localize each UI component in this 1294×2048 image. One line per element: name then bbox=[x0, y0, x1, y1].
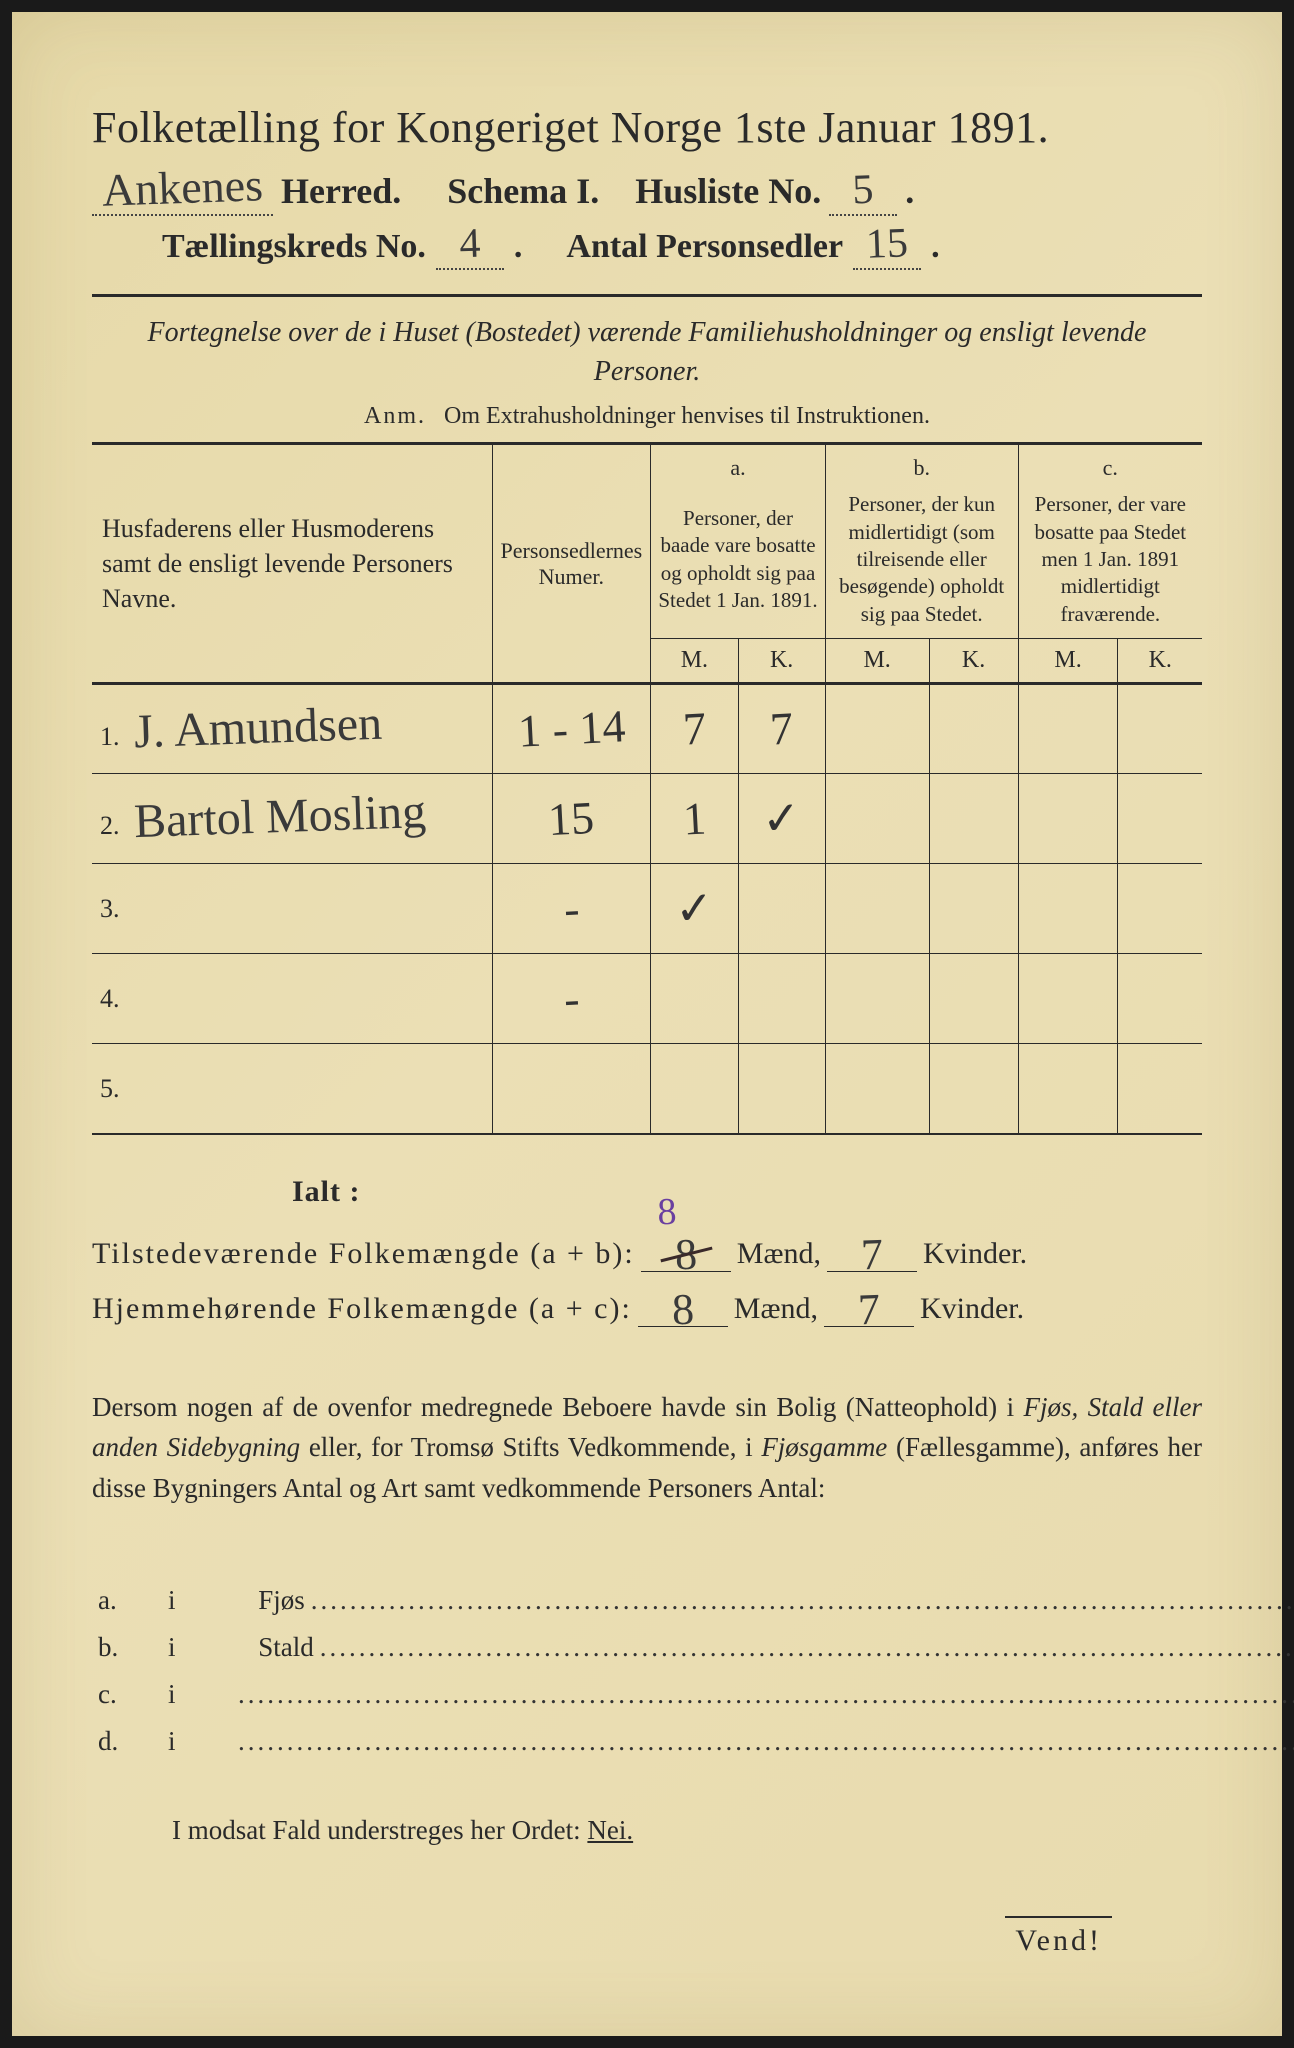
col-num-header: Personsedlernes Numer. bbox=[492, 444, 651, 683]
nei-line: I modsat Fald understreges her Ordet: Ne… bbox=[92, 1815, 1202, 1846]
buildings-paragraph: Dersom nogen af de ovenfor medregnede Be… bbox=[92, 1387, 1202, 1509]
household-table: Husfaderens eller Husmoderens samt de en… bbox=[92, 442, 1202, 1133]
turn-over-footer: Vend! bbox=[92, 1916, 1202, 1958]
building-row: d.i bbox=[92, 1718, 1294, 1765]
present-population-line: Tilstedeværende Folkemængde (a + b): 8 8… bbox=[92, 1229, 1202, 1272]
form-subtitle: Fortegnelse over de i Huset (Bostedet) v… bbox=[92, 313, 1202, 391]
header-line-3: Tællingskreds No. 4 . Antal Personsedler… bbox=[92, 226, 1202, 270]
table-header-abc: Husfaderens eller Husmoderens samt de en… bbox=[92, 444, 1202, 486]
personsedler-value: 15 bbox=[856, 225, 917, 265]
col-c-label: c. bbox=[1018, 444, 1202, 486]
col-b-label: b. bbox=[825, 444, 1018, 486]
rule bbox=[92, 1133, 1202, 1135]
husliste-value: 5 bbox=[833, 171, 894, 211]
col-a-text: Personer, der baade vare bosatte og opho… bbox=[651, 485, 826, 638]
census-form-page: Folketælling for Kongeriget Norge 1ste J… bbox=[12, 12, 1282, 2036]
kreds-value: 4 bbox=[439, 225, 500, 265]
col-b-text: Personer, der kun midlertidigt (som tilr… bbox=[825, 485, 1018, 638]
building-row: b.i Stald bbox=[92, 1624, 1294, 1671]
buildings-header: Mænd. Kvinder. bbox=[92, 1530, 1294, 1577]
table-row: 5. bbox=[92, 1043, 1202, 1133]
building-row: a.i Fjøs bbox=[92, 1577, 1294, 1624]
present-m-slot: 8 8 bbox=[641, 1229, 731, 1272]
herred-value: Ankenes bbox=[95, 164, 269, 211]
col-name-header: Husfaderens eller Husmoderens samt de en… bbox=[92, 444, 492, 683]
husliste-label: Husliste No. bbox=[635, 170, 821, 212]
anm-note: Anm. Om Extrahusholdninger henvises til … bbox=[92, 403, 1202, 430]
table-row: 3. - ✓ bbox=[92, 863, 1202, 953]
resident-population-line: Hjemmehørende Folkemængde (a + c): 8 Mæn… bbox=[92, 1284, 1202, 1327]
building-row: c.i bbox=[92, 1671, 1294, 1718]
header-line-2: Ankenes Herred. Schema I. Husliste No. 5… bbox=[92, 167, 1202, 216]
personsedler-label: Antal Personsedler bbox=[566, 228, 843, 266]
table-row: 4. - bbox=[92, 953, 1202, 1043]
kreds-label: Tællingskreds No. bbox=[162, 228, 426, 266]
col-a-label: a. bbox=[651, 444, 826, 486]
buildings-table: Mænd. Kvinder. a.i Fjøs b.i Stald c.i d.… bbox=[92, 1530, 1294, 1765]
schema-label: Schema I. bbox=[447, 170, 599, 212]
page-title: Folketælling for Kongeriget Norge 1ste J… bbox=[92, 102, 1202, 153]
table-row: 1.J. Amundsen 1 - 14 7 7 bbox=[92, 683, 1202, 773]
herred-label: Herred. bbox=[281, 170, 401, 212]
table-row: 2.Bartol Mosling 15 1 ✓ bbox=[92, 773, 1202, 863]
col-c-text: Personer, der vare bosatte paa Stedet me… bbox=[1018, 485, 1202, 638]
totals-block: Ialt : Tilstedeværende Folkemængde (a + … bbox=[92, 1175, 1202, 1327]
rule bbox=[92, 294, 1202, 297]
